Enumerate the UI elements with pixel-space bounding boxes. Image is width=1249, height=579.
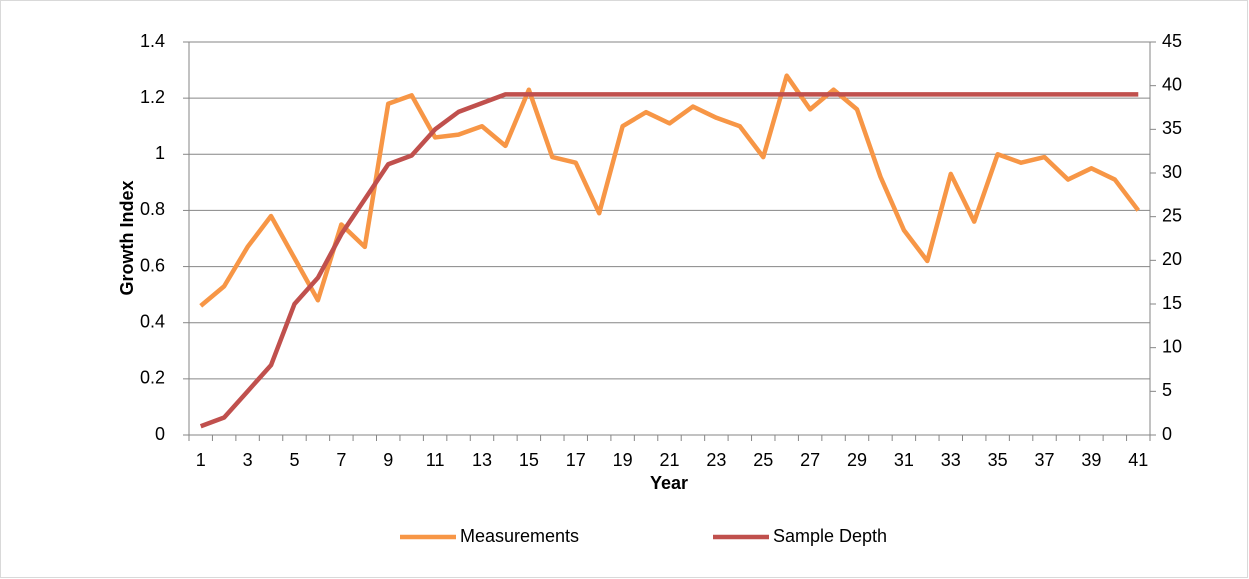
y-tick-label: 0.8 [140,199,165,219]
series-line [199,92,1139,429]
x-tick-label: 37 [1035,450,1055,470]
y2-tick-label: 30 [1162,162,1182,182]
x-tick-label: 17 [566,450,586,470]
x-tick-label: 41 [1128,450,1148,470]
legend-label: Measurements [460,526,579,546]
y2-tick-label: 0 [1162,424,1172,444]
y2-tick-label: 25 [1162,205,1182,225]
y2-tick-label: 40 [1162,74,1182,94]
y2-tick-label: 20 [1162,249,1182,269]
x-tick-label: 35 [988,450,1008,470]
x-tick-label: 33 [941,450,961,470]
series-line [199,73,1141,308]
x-tick-label: 7 [336,450,346,470]
x-tick-label: 31 [894,450,914,470]
x-tick-label: 13 [472,450,492,470]
x-tick-label: 19 [613,450,633,470]
y-tick-label: 1.2 [140,87,165,107]
y-tick-label: 0.6 [140,255,165,275]
x-tick-label: 5 [289,450,299,470]
legend-label: Sample Depth [773,526,887,546]
x-tick-label: 15 [519,450,539,470]
x-tick-label: 39 [1081,450,1101,470]
y2-tick-label: 35 [1162,118,1182,138]
y2-tick-label: 10 [1162,336,1182,356]
x-tick-label: 25 [753,450,773,470]
y-tick-label: 0 [155,424,165,444]
x-tick-label: 1 [196,450,206,470]
x-tick-label: 21 [659,450,679,470]
y2-tick-label: 5 [1162,380,1172,400]
y-tick-label: 1 [155,143,165,163]
x-tick-label: 11 [426,450,445,470]
y-tick-label: 0.4 [140,311,165,331]
x-tick-label: 29 [847,450,867,470]
y2-tick-label: 45 [1162,31,1182,51]
x-axis-title: Year [650,473,688,493]
x-tick-label: 9 [383,450,393,470]
y2-tick-label: 15 [1162,293,1182,313]
x-tick-label: 23 [706,450,726,470]
x-tick-label: 27 [800,450,820,470]
y-tick-label: 1.4 [140,31,165,51]
y-tick-label: 0.2 [140,368,165,388]
x-tick-label: 3 [243,450,253,470]
y-axis-title: Growth Index [117,180,137,295]
